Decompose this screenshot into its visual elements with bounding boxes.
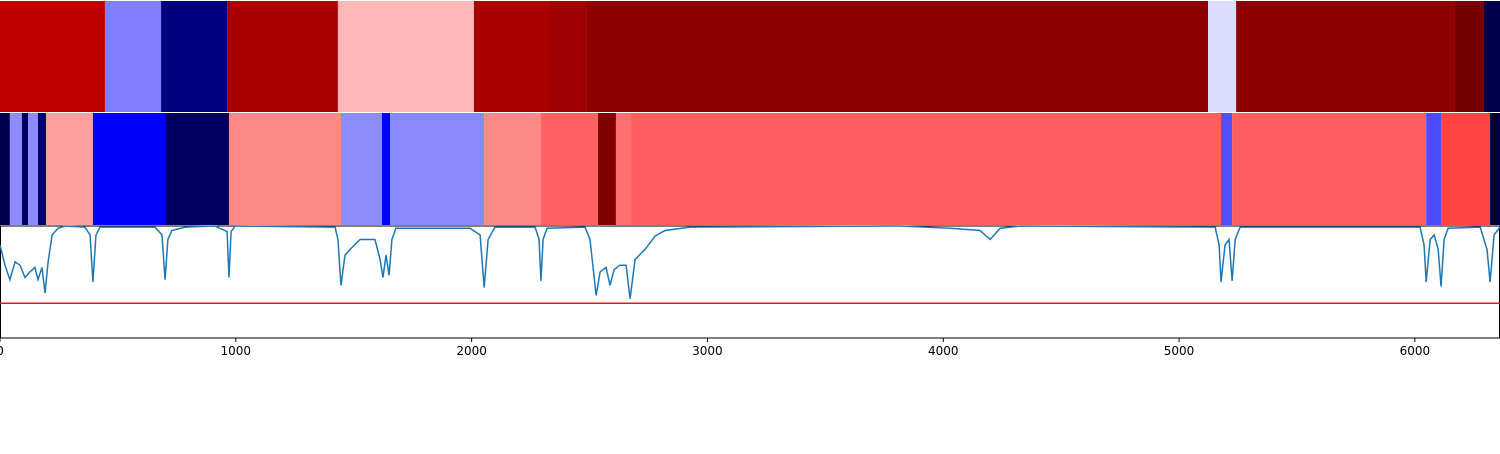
segment <box>92 113 166 225</box>
x-tick-label: 0 <box>0 344 4 358</box>
segment <box>0 1 105 112</box>
segment <box>586 1 1209 112</box>
segment <box>1454 1 1484 112</box>
segment <box>28 113 38 225</box>
segment <box>1221 113 1233 225</box>
segment <box>484 113 541 225</box>
segment <box>1232 113 1427 225</box>
segment <box>473 1 549 112</box>
segment <box>228 113 341 225</box>
line <box>0 225 1500 299</box>
segment <box>540 113 599 225</box>
x-tick-label: 1000 <box>221 344 252 358</box>
segment <box>615 113 632 225</box>
segment <box>340 113 383 225</box>
segment <box>1208 1 1237 112</box>
segment <box>598 113 616 225</box>
plot-frame <box>0 225 1500 339</box>
segment <box>1426 113 1442 225</box>
segment <box>1483 1 1500 112</box>
segment <box>227 1 338 112</box>
x-tick-label: 4000 <box>928 344 959 358</box>
segment <box>548 1 587 112</box>
x-tick-label: 5000 <box>1164 344 1195 358</box>
segment <box>337 1 474 112</box>
x-tick-label: 6000 <box>1400 344 1431 358</box>
segment <box>161 1 228 112</box>
segment <box>104 1 162 112</box>
x-tick-label: 3000 <box>692 344 723 358</box>
segment <box>21 113 29 225</box>
x-tick-label: 2000 <box>456 344 487 358</box>
segment <box>382 113 391 225</box>
segment <box>390 113 485 225</box>
segment <box>631 113 1222 225</box>
segment <box>1490 113 1500 225</box>
segment <box>37 113 46 225</box>
segment <box>9 113 22 225</box>
segment <box>165 113 229 225</box>
segment <box>1236 1 1455 112</box>
segment <box>1441 113 1491 225</box>
segment <box>0 113 10 225</box>
segment <box>45 113 93 225</box>
